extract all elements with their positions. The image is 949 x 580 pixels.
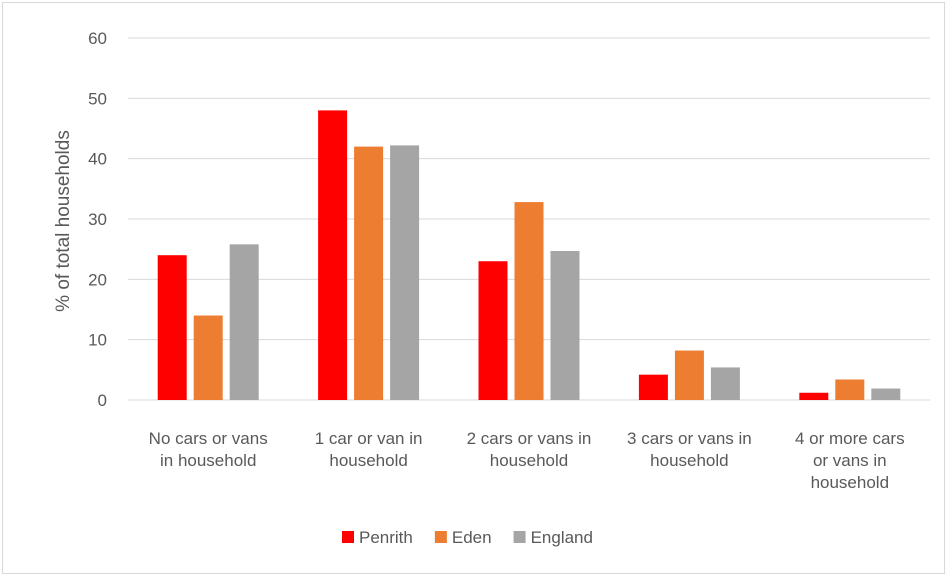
legend-swatch-england [513,531,526,543]
x-category-label: 3 cars or vans in household [627,429,752,470]
legend-label-eden: Eden [452,528,492,547]
y-tick-label: 20 [88,270,107,289]
bar-penrith-2 [318,110,348,401]
y-tick-label: 40 [88,150,107,169]
x-category-labels: No cars or vans in household 1 car or van … [149,429,905,492]
bar-eden-2 [354,146,384,400]
x-category-label: No cars or vans in household [149,429,268,470]
legend-swatch-penrith [342,531,354,543]
bar-eden-1 [193,315,223,400]
bar-england-3 [550,250,580,400]
legend-label-penrith: Penrith [359,528,413,547]
bar-eden-5 [835,379,865,400]
bar-england-4 [710,367,740,400]
bar-penrith-4 [638,374,668,400]
bar-england-5 [871,388,901,400]
bar-penrith-3 [478,261,508,400]
bar-penrith-1 [157,255,187,400]
y-tick-label: 0 [98,391,107,410]
y-tick-label: 60 [88,29,107,48]
y-tick-label: 10 [88,331,107,350]
legend: Penrith Eden England [342,528,593,547]
y-tick-labels: 0 10 20 30 40 50 60 [88,29,107,410]
x-category-label: 1 car or van in household [315,429,423,470]
bar-eden-3 [514,202,544,400]
legend-swatch-eden [434,531,447,543]
x-category-label: 2 cars or vans in household [467,429,592,470]
chart-frame: 0 10 20 30 40 50 60 No cars or vans in househol… [2,2,945,574]
y-axis-title: % of total households [53,130,74,312]
bar-england-1 [229,244,259,400]
bar-chart: 0 10 20 30 40 50 60 No cars or vans in househol… [53,29,930,547]
y-tick-label: 50 [88,89,107,108]
y-tick-label: 30 [88,210,107,229]
bar-england-2 [390,145,420,400]
x-category-label: 4 or more cars or vans in household [795,429,905,492]
bars [157,110,901,401]
bar-penrith-5 [799,392,829,400]
bar-eden-4 [674,350,704,400]
legend-label-england: England [531,528,593,547]
